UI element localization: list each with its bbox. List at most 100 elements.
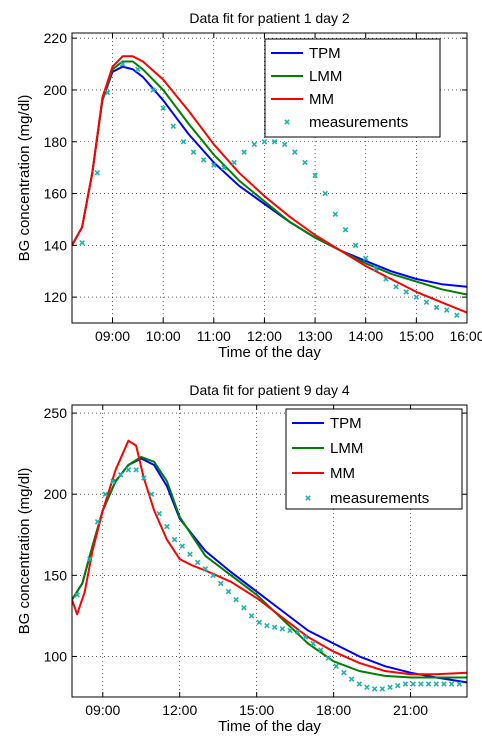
chart1-series-measurements-point-stroke-b	[312, 172, 318, 179]
chart2-series-measurements-point	[364, 684, 370, 691]
chart1-legend-item-lmm-label: LMM	[309, 68, 342, 85]
chart2-series-measurements-point-stroke-b	[341, 669, 347, 676]
chart2-series-lmm-line	[72, 455, 467, 679]
chart2-series-measurements-point	[394, 682, 401, 689]
chart1-series-measurements-point-stroke-b	[423, 299, 430, 306]
chart1-legend-item-tpm-label: TPM	[309, 45, 341, 62]
chart1-series-measurements-point	[211, 162, 217, 168]
chart2-legend-item-measurements-label: measurements	[330, 490, 429, 507]
chart2-series-measurements-point	[74, 592, 80, 598]
chart2-series-measurements-point-stroke-b	[179, 543, 186, 549]
chart1-series-measurements-point-stroke-b	[362, 255, 369, 262]
chart2-series-measurements-point-stroke-b	[410, 681, 416, 687]
chart1-series-measurements-point	[322, 190, 328, 197]
chart2-series-measurements-point-stroke-b	[248, 613, 255, 619]
chart2-ylabel: BG concentration (mg/dl)	[16, 468, 33, 635]
chart2-series-measurements-point-stroke-b	[256, 619, 263, 626]
chart2-series-measurements-point-stroke-b	[418, 681, 424, 687]
chart2-series-measurements-point	[241, 605, 247, 611]
chart2-series-measurements-point	[171, 536, 178, 543]
chart1-series-measurements-point	[271, 138, 278, 145]
chart1-series-measurements-point	[94, 170, 101, 176]
chart2-series-measurements-point-stroke-b	[294, 629, 301, 635]
chart2-series-measurements-point-stroke-b	[74, 592, 80, 598]
chart1-series-measurements-point	[312, 172, 318, 179]
chart1-xtick-label: 11:00	[197, 328, 231, 344]
chart2-series-measurements-point-stroke-b	[441, 681, 447, 687]
chart2-series-measurements-point-stroke-b	[348, 676, 355, 682]
chart2-series-measurements-point-stroke-b	[202, 566, 209, 572]
chart2-series-measurements-point-stroke-b	[310, 640, 316, 647]
chart1-series-measurements-point	[373, 265, 379, 272]
chart2-series-measurements-point	[402, 681, 409, 687]
chart1-series-measurements-point-stroke-b	[221, 164, 227, 171]
chart2-series-measurements-point	[302, 634, 309, 640]
chart2-series-measurements-point-stroke-b	[171, 536, 178, 543]
chart2-series-measurements-point-stroke-b	[218, 580, 224, 587]
chart1-series-measurements-point	[413, 294, 420, 300]
chart1-series-measurements-point	[393, 283, 399, 290]
chart1-series-measurements-point-stroke-b	[190, 149, 197, 155]
chart2-series-measurements-point	[325, 655, 332, 661]
chart2-series-measurements-point-stroke-b	[356, 681, 363, 687]
chart2-series-measurements-point-stroke-b	[279, 626, 286, 632]
chart1-series-measurements-point-stroke-b	[150, 87, 156, 93]
chart2-series-measurements-point-stroke-b	[241, 605, 247, 611]
chart1-series-measurements-point-stroke-b	[443, 307, 450, 313]
chart1-title: Data fit for patient 1 day 2	[189, 10, 350, 26]
chart1-series-measurements-point	[383, 276, 389, 282]
chart2-ytick-label: 250	[44, 405, 68, 421]
chart2-series-measurements-point-stroke-b	[110, 478, 116, 485]
chart1-legend-box	[264, 38, 441, 138]
chart2-series-measurements-point	[248, 613, 255, 619]
chart1-series-measurements-point	[221, 164, 227, 171]
chart1-series-group	[72, 55, 467, 318]
chart2-series-measurements-point-stroke-b	[325, 655, 332, 661]
chart1-series-measurements-point	[251, 141, 258, 148]
chart1-series-measurements-point	[332, 211, 339, 218]
chart1-series-measurements-point	[362, 255, 369, 262]
chart2-ytick-label: 150	[44, 567, 68, 583]
chart1-series-measurements-point-stroke-b	[342, 227, 349, 233]
chart1-ytick-label: 140	[44, 237, 68, 253]
chart1-series-measurements-point-stroke-b	[104, 89, 111, 96]
chart2-series-measurements-point-stroke-b	[394, 682, 401, 689]
chart1-series-measurements-point-stroke-b	[231, 159, 237, 166]
chart2-series-measurements-point	[425, 681, 432, 687]
chart1-series-measurements-point-stroke-b	[251, 141, 258, 148]
chart2-series-measurements-point	[117, 471, 124, 478]
chart1-ytick-label: 180	[44, 134, 68, 150]
chart2-series-measurements-point	[141, 475, 147, 481]
chart2-series-measurements-point	[210, 572, 216, 579]
chart2-series-measurements-point-stroke-b	[371, 686, 378, 692]
chart1-series-measurements-point	[180, 138, 187, 145]
chart1-xtick-label: 09:00	[95, 328, 130, 344]
chart2-series-measurements-point-stroke-b	[94, 519, 101, 525]
chart1-series-measurements-point-stroke-b	[94, 170, 101, 176]
chart2-series-measurements-point	[333, 663, 339, 669]
chart2-legend-item-mm-label: MM	[330, 465, 355, 482]
chart1-xtick-label: 13:00	[298, 328, 333, 344]
chart2-series-measurements-point	[387, 684, 393, 691]
chart2-xtick-label: 12:00	[162, 702, 197, 718]
chart1-series-measurements-point-stroke-b	[383, 276, 389, 282]
chart1-legend-item-measurements-label: measurements	[309, 114, 408, 131]
chart2-series-measurements-point	[264, 622, 270, 629]
chart2-ytick-label: 100	[44, 648, 68, 664]
chart1-ytick-label: 120	[44, 289, 68, 305]
chart1-series-measurements-point	[190, 149, 197, 155]
chart1-series-measurements-point-stroke-b	[271, 138, 278, 145]
chart2-series-measurements-point	[87, 556, 93, 562]
chart1-series-measurements-point	[261, 138, 268, 145]
chart2-series-measurements-point	[233, 596, 239, 603]
chart2-series-measurements-point	[356, 681, 363, 687]
chart2-series-measurements-point	[287, 627, 293, 634]
chart2-series-measurements-point-stroke-b	[287, 627, 293, 634]
chart2-ytick-label: 200	[44, 486, 68, 502]
chart1-legend: TPM LMM MM measurements	[264, 38, 441, 138]
chart1-series-measurements-point-stroke-b	[119, 61, 126, 67]
chart2-series-measurements-point	[294, 629, 301, 635]
chart1-xtick-label: 12:00	[247, 328, 282, 344]
chart1-xtick-label: 15:00	[399, 328, 434, 344]
chart2-legend-item-measurements-swatch-b	[305, 495, 311, 501]
